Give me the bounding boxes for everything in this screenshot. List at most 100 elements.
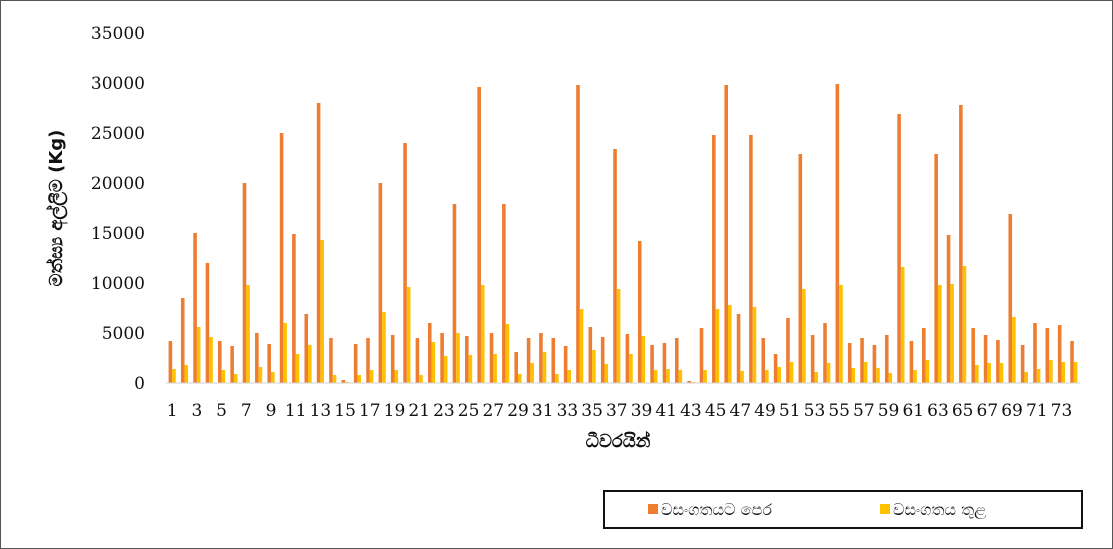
x-tick-label: 37 <box>606 401 628 421</box>
bar-pre-pandemic <box>637 241 642 383</box>
bar-during-pandemic <box>604 364 609 383</box>
bar-during-pandemic <box>999 363 1004 383</box>
bar-during-pandemic <box>555 374 559 383</box>
bar-during-pandemic <box>616 289 621 383</box>
bar-during-pandemic <box>283 323 287 383</box>
bar-pre-pandemic <box>712 135 716 383</box>
bar-pre-pandemic <box>613 149 617 383</box>
x-tick-label: 53 <box>804 401 826 421</box>
bar-pre-pandemic <box>477 87 481 383</box>
bar-during-pandemic <box>826 363 831 383</box>
bar-during-pandemic <box>765 370 769 383</box>
bar-during-pandemic <box>431 342 436 383</box>
x-tick-label: 29 <box>507 401 529 421</box>
bar-pre-pandemic <box>1020 345 1025 383</box>
bar-pre-pandemic <box>909 341 914 383</box>
bar-during-pandemic <box>740 371 744 383</box>
bar-during-pandemic <box>777 367 781 383</box>
bar-during-pandemic <box>567 370 571 383</box>
bar-pre-pandemic <box>205 263 210 383</box>
bar-pre-pandemic <box>699 328 704 383</box>
bar-during-pandemic <box>480 285 485 383</box>
bar-during-pandemic <box>308 345 312 383</box>
bar-pre-pandemic <box>724 85 728 383</box>
x-tick-label: 19 <box>384 401 406 421</box>
bar-pre-pandemic <box>588 327 593 383</box>
x-tick-label: 55 <box>828 401 850 421</box>
bar-pre-pandemic <box>193 233 197 383</box>
y-axis-ticks: 0 5000 10000 15000 20000 25000 30000 35000 <box>91 24 145 394</box>
bar-pre-pandemic <box>316 103 321 383</box>
bar-during-pandemic <box>839 285 843 383</box>
bar-during-pandemic <box>814 372 819 383</box>
bar-during-pandemic <box>295 354 300 383</box>
bar-during-pandemic <box>456 333 460 383</box>
bar-during-pandemic <box>369 370 374 383</box>
bar-pre-pandemic <box>860 338 864 383</box>
bar-pre-pandemic <box>761 338 766 383</box>
x-tick-label: 15 <box>334 401 356 421</box>
bar-pre-pandemic <box>502 204 506 383</box>
bar-pre-pandemic <box>736 314 741 383</box>
bar-pre-pandemic <box>279 133 284 383</box>
x-tick-label: 41 <box>655 401 677 421</box>
bar-during-pandemic <box>530 363 534 383</box>
x-tick-label: 27 <box>482 401 504 421</box>
y-tick-label: 0 <box>134 374 145 394</box>
bar-during-pandemic <box>1073 362 1078 383</box>
bar-pre-pandemic <box>329 338 333 383</box>
x-axis-title: ධීවරයින් <box>586 430 651 452</box>
y-tick-label: 20000 <box>91 174 145 194</box>
y-tick-label: 35000 <box>91 24 145 44</box>
x-tick-label: 63 <box>927 401 949 421</box>
bar-during-pandemic <box>1049 360 1053 383</box>
bar-pre-pandemic <box>489 333 494 383</box>
bar-during-pandemic <box>913 370 917 383</box>
bar-pre-pandemic <box>341 380 346 383</box>
bar-pre-pandemic <box>267 344 271 383</box>
x-tick-label: 11 <box>285 401 307 421</box>
bar-pre-pandemic <box>786 318 790 383</box>
x-tick-label: 13 <box>310 401 332 421</box>
bar-during-pandemic <box>863 362 868 383</box>
x-tick-label: 45 <box>705 401 727 421</box>
bar-pre-pandemic <box>823 323 827 383</box>
bar-pre-pandemic <box>465 336 469 383</box>
bar-during-pandemic <box>851 368 856 383</box>
bar-pre-pandemic <box>983 335 988 383</box>
bar-pre-pandemic <box>847 343 852 383</box>
bar-pre-pandemic <box>600 337 605 383</box>
x-tick-label: 49 <box>754 401 776 421</box>
bar-during-pandemic <box>715 309 720 383</box>
bar-during-pandemic <box>703 370 707 383</box>
x-tick-label: 3 <box>191 401 202 421</box>
bar-pre-pandemic <box>366 338 370 383</box>
x-tick-label: 17 <box>359 401 381 421</box>
bar-during-pandemic <box>666 369 670 383</box>
bar-pre-pandemic <box>218 341 222 383</box>
bar-during-pandemic <box>900 267 905 383</box>
x-tick-label: 5 <box>216 401 227 421</box>
bar-pre-pandemic <box>1033 323 1037 383</box>
bar-during-pandemic <box>184 365 189 383</box>
y-tick-label: 25000 <box>91 124 145 144</box>
bar-during-pandemic <box>172 369 176 383</box>
bar-pre-pandemic <box>872 345 877 383</box>
bar-pre-pandemic <box>378 183 383 383</box>
bar-during-pandemic <box>246 285 250 383</box>
bar-pre-pandemic <box>835 84 840 383</box>
bar-during-pandemic <box>653 370 658 383</box>
bar-pre-pandemic <box>1070 341 1074 383</box>
bar-pre-pandemic <box>255 333 259 383</box>
x-tick-label: 65 <box>952 401 974 421</box>
x-tick-label: 21 <box>408 401 430 421</box>
bar-pre-pandemic <box>922 328 926 383</box>
y-tick-label: 5000 <box>102 324 145 344</box>
bar-during-pandemic <box>1024 372 1028 383</box>
bar-during-pandemic <box>270 372 275 383</box>
x-tick-label: 67 <box>977 401 999 421</box>
bar-during-pandemic <box>1061 362 1066 383</box>
bar-pre-pandemic <box>1057 325 1062 383</box>
bar-during-pandemic <box>332 375 337 383</box>
